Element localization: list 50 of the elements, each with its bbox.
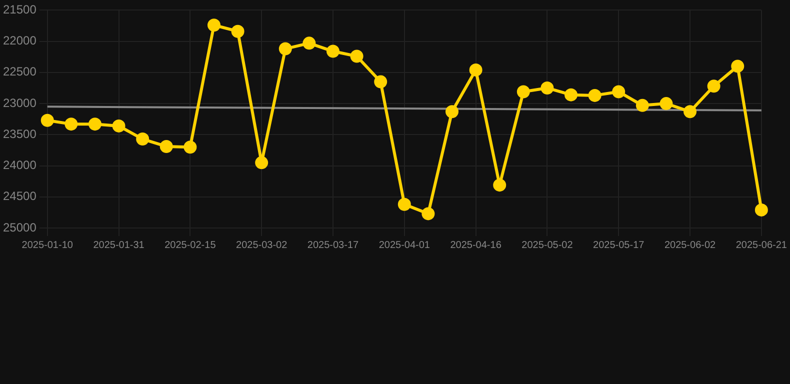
point — [707, 80, 720, 93]
point — [398, 198, 411, 211]
x-tick-label: 2025-01-10 — [22, 240, 74, 251]
point — [684, 105, 697, 118]
point — [231, 24, 244, 38]
y-tick-label: 23500 — [2, 126, 37, 141]
point — [40, 114, 54, 127]
point — [612, 85, 626, 98]
y-tick-label: 24000 — [2, 158, 37, 172]
point — [660, 97, 673, 110]
point — [160, 140, 173, 153]
point — [374, 75, 388, 88]
point — [350, 50, 364, 63]
y-tick-label: 22500 — [2, 64, 37, 79]
x-tick-label: 2025-03-02 — [236, 240, 288, 251]
point — [469, 63, 482, 76]
y-tick-label: 24500 — [2, 189, 37, 204]
x-tick-label: 2025-05-02 — [522, 240, 574, 251]
y-tick-label: 21500 — [2, 2, 37, 17]
point — [731, 60, 744, 73]
y-tick-label: 25000 — [2, 220, 37, 234]
x-tick-label: 2025-03-17 — [307, 240, 360, 251]
point — [422, 207, 435, 220]
x-tick-label: 2025-04-01 — [378, 240, 430, 251]
x-tick-label: 2025-02-15 — [164, 240, 216, 251]
point — [636, 98, 649, 112]
point — [112, 119, 126, 132]
point — [255, 156, 268, 170]
point — [326, 44, 340, 58]
point — [588, 88, 602, 102]
point — [540, 81, 554, 94]
y-tick-label: 22000 — [2, 34, 37, 48]
x-tick-label: 2025-01-31 — [93, 240, 145, 251]
point — [302, 36, 316, 50]
point — [516, 85, 530, 98]
point — [88, 118, 102, 131]
x-tick-label: 2025-06-21 — [736, 240, 788, 251]
point — [564, 88, 578, 102]
x-tick-label: 2025-06-02 — [664, 240, 716, 251]
point — [184, 140, 197, 154]
point — [446, 105, 458, 118]
point — [493, 178, 506, 192]
point — [136, 132, 150, 146]
point — [64, 118, 78, 131]
y-tick-label: 23000 — [2, 96, 37, 110]
point — [278, 42, 292, 56]
point — [207, 18, 220, 32]
x-tick-label: 2025-04-16 — [450, 240, 502, 251]
point — [754, 203, 768, 216]
x-tick-label: 2025-05-17 — [593, 240, 645, 251]
